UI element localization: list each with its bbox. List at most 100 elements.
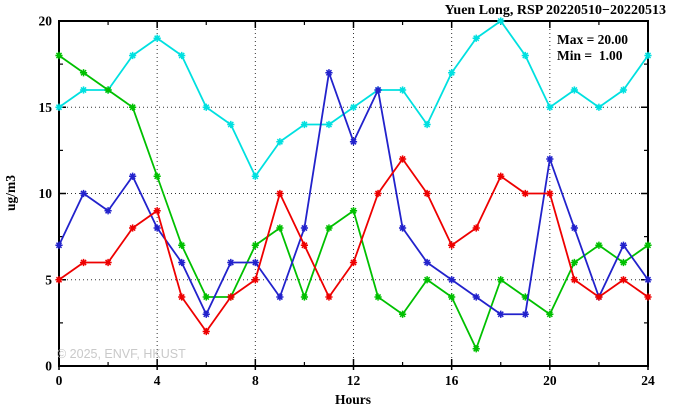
series-blue-marker bbox=[276, 293, 284, 301]
series-blue-marker bbox=[644, 276, 652, 284]
series-red-marker bbox=[202, 327, 210, 336]
chart-title: Yuen Long, RSP 20220510−20220513 bbox=[445, 3, 666, 18]
x-tick-label: 16 bbox=[445, 373, 459, 388]
series-green-marker bbox=[570, 258, 578, 267]
series-green-marker bbox=[251, 241, 259, 249]
series-cyan-marker bbox=[202, 103, 210, 111]
min-annotation: Min = 1.00 bbox=[557, 48, 623, 63]
series-cyan-marker bbox=[129, 51, 137, 60]
series-blue-marker bbox=[227, 258, 235, 267]
series-red-marker bbox=[104, 258, 112, 267]
series-green-marker bbox=[472, 345, 480, 353]
series-cyan-marker bbox=[595, 103, 603, 111]
series-cyan-marker bbox=[497, 17, 505, 25]
series-red-marker bbox=[153, 207, 161, 215]
series-blue-marker bbox=[178, 258, 186, 267]
plot-border bbox=[58, 20, 649, 367]
x-tick-label: 8 bbox=[252, 373, 259, 388]
series-green-marker bbox=[79, 69, 88, 77]
series-green-marker bbox=[325, 224, 333, 232]
series-cyan-marker bbox=[349, 103, 358, 111]
series-green-marker bbox=[178, 241, 186, 249]
series-red-marker bbox=[644, 293, 652, 301]
series-cyan-marker bbox=[619, 86, 628, 94]
series-red-marker bbox=[227, 293, 235, 301]
series-blue-marker bbox=[129, 172, 137, 180]
series-red-marker bbox=[398, 155, 407, 163]
series-blue bbox=[55, 69, 652, 318]
series-red-marker bbox=[251, 276, 259, 284]
series-cyan-marker bbox=[448, 69, 456, 77]
series-red-marker bbox=[595, 293, 603, 301]
series-blue-marker bbox=[521, 310, 529, 318]
series-green-marker bbox=[619, 258, 628, 267]
y-tick-label: 0 bbox=[45, 359, 52, 374]
y-tick-label: 5 bbox=[45, 272, 52, 287]
series-red-marker bbox=[472, 224, 480, 232]
series-blue-marker bbox=[423, 258, 431, 267]
series-blue-marker bbox=[79, 189, 88, 198]
series-cyan-marker bbox=[398, 86, 407, 94]
series-red-marker bbox=[55, 276, 63, 284]
series-blue-marker bbox=[251, 258, 259, 267]
y-tick-label: 10 bbox=[39, 186, 53, 201]
x-tick-label: 20 bbox=[543, 373, 557, 388]
series-green bbox=[55, 51, 652, 353]
series-green-marker bbox=[398, 310, 407, 318]
series-red-marker bbox=[276, 189, 284, 198]
series-blue-marker bbox=[325, 69, 333, 77]
series-cyan-marker bbox=[227, 120, 235, 129]
series-blue-marker bbox=[448, 276, 456, 284]
series-red-marker bbox=[300, 241, 309, 249]
series-green-marker bbox=[129, 103, 137, 111]
series-blue-marker bbox=[153, 224, 161, 232]
series-red-marker bbox=[546, 189, 554, 198]
series-red-marker bbox=[619, 276, 628, 284]
series-cyan-marker bbox=[570, 86, 578, 94]
series-blue-marker bbox=[619, 241, 628, 249]
y-axis-title: ug/m3 bbox=[3, 175, 18, 211]
series-blue-marker bbox=[497, 310, 505, 318]
series-green-marker bbox=[202, 293, 210, 301]
series-cyan-marker bbox=[178, 51, 186, 60]
series-blue-marker bbox=[374, 86, 382, 94]
series-cyan-marker bbox=[644, 51, 652, 60]
x-tick-label: 0 bbox=[56, 373, 63, 388]
series-cyan-marker bbox=[251, 172, 259, 180]
series-red-marker bbox=[374, 189, 382, 198]
x-tick-label: 24 bbox=[641, 373, 655, 388]
series-cyan-marker bbox=[546, 103, 554, 111]
gridlines bbox=[59, 21, 648, 366]
series-blue-marker bbox=[398, 224, 407, 232]
series-green-marker bbox=[497, 276, 505, 284]
series-red-marker bbox=[423, 189, 431, 198]
series-blue-marker bbox=[202, 310, 210, 318]
series-green-marker bbox=[423, 276, 431, 284]
series-cyan-marker bbox=[276, 138, 284, 146]
series-blue-marker bbox=[104, 207, 112, 215]
x-tick-label: 4 bbox=[154, 373, 161, 388]
tick-labels: 0 4 8 12 16 20 24 0 5 10 15 20 bbox=[39, 14, 656, 389]
series-lines bbox=[55, 17, 652, 353]
series-green-marker bbox=[595, 241, 603, 249]
series-green-marker bbox=[300, 293, 309, 301]
series-green-marker bbox=[521, 293, 529, 301]
series-red-marker bbox=[448, 241, 456, 249]
series-green-marker bbox=[448, 293, 456, 301]
series-red-marker bbox=[570, 276, 578, 284]
series-green-marker bbox=[374, 293, 382, 301]
series-red-marker bbox=[178, 293, 186, 301]
series-red-marker bbox=[497, 172, 505, 180]
series-blue-marker bbox=[472, 293, 480, 301]
series-cyan-marker bbox=[325, 120, 333, 129]
series-green-marker bbox=[153, 172, 161, 180]
x-axis-title: Hours bbox=[335, 392, 371, 407]
series-cyan-marker bbox=[423, 120, 431, 129]
series-blue-marker bbox=[300, 224, 309, 232]
max-annotation: Max = 20.00 bbox=[557, 32, 628, 47]
y-tick-label: 20 bbox=[39, 14, 53, 29]
series-red-marker bbox=[79, 258, 88, 267]
series-green-marker bbox=[546, 310, 554, 318]
